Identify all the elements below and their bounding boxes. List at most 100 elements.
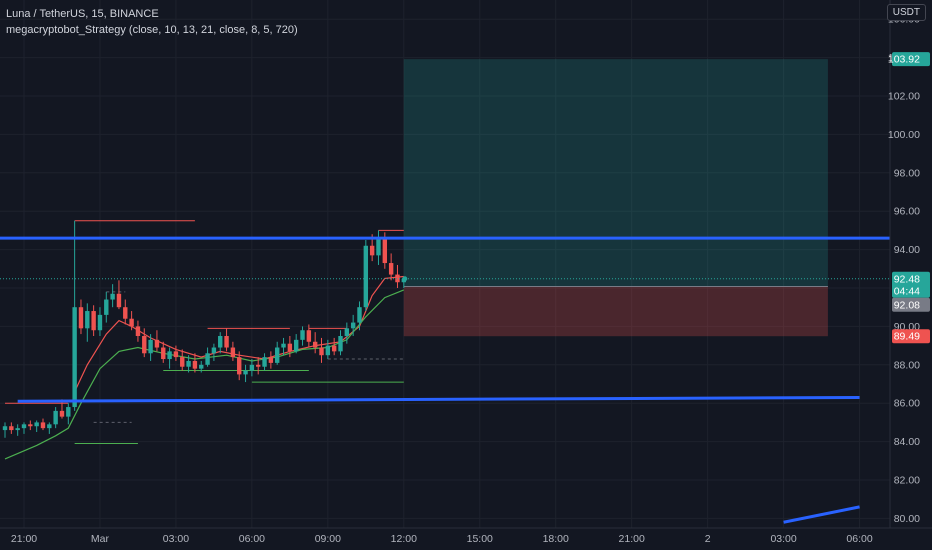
- candle-body: [249, 364, 255, 371]
- time-axis[interactable]: 21:00 Mar 03:00 06:00 09:00 12:00 15:00 18:00 21…: [0, 527, 932, 545]
- candle-body: [192, 360, 198, 369]
- price-tick-label: 102.00: [888, 91, 920, 103]
- candle-body: [53, 410, 58, 425]
- candle-body: [243, 370, 248, 375]
- candle-body: [21, 424, 27, 429]
- symbol-title[interactable]: Luna / TetherUS, 15, BINANCE: [6, 8, 159, 20]
- candle-body: [78, 307, 84, 329]
- price-tag-label: 92.48: [894, 273, 920, 285]
- price-tag-countdown: 04:44: [894, 285, 920, 297]
- candle-body: [262, 357, 267, 367]
- candle-body: [237, 357, 242, 375]
- target-zone: [403, 59, 828, 287]
- candle-body: [47, 424, 52, 429]
- candle-body: [256, 364, 261, 367]
- chart-legend: Luna / TetherUS, 15, BINANCE megacryptob…: [6, 6, 298, 38]
- candle-body: [28, 424, 33, 427]
- long-position-tool[interactable]: [403, 59, 828, 337]
- candle-body: [104, 299, 109, 315]
- price-tag-label: 89.49: [894, 331, 920, 343]
- candle-body: [59, 410, 65, 417]
- candle-body: [344, 328, 350, 336]
- candle-body: [287, 343, 293, 352]
- candle-body: [224, 336, 229, 348]
- candle-body: [180, 357, 185, 367]
- candle-body: [281, 343, 286, 348]
- time-tick-label: 09:00: [315, 533, 341, 545]
- candle-body: [319, 347, 324, 356]
- candle-body: [40, 422, 46, 429]
- candle-body: [306, 330, 312, 342]
- time-tick-label: Mar: [91, 533, 110, 545]
- candle-body: [275, 347, 280, 363]
- trend-line: [17, 395, 860, 403]
- candle-body: [338, 336, 343, 352]
- price-tick-label: 82.00: [894, 475, 920, 487]
- trend-line: [783, 505, 860, 524]
- candle-body: [369, 245, 375, 256]
- candle-body: [91, 311, 96, 331]
- time-tick-label: 21:00: [11, 533, 37, 545]
- candle-body: [388, 263, 394, 275]
- candle-body: [218, 336, 223, 348]
- candle-body: [230, 347, 236, 358]
- candle-body: [363, 245, 369, 308]
- time-tick-label: 2: [705, 533, 711, 545]
- time-tick-label: 15:00: [467, 533, 493, 545]
- time-tick-label: 06:00: [239, 533, 265, 545]
- price-tick-label: 80.00: [894, 513, 920, 525]
- price-tick-label: 84.00: [894, 436, 920, 448]
- candle-body: [173, 351, 179, 358]
- price-tag: [892, 329, 930, 344]
- last-price-dot: [402, 276, 408, 282]
- candle-body: [382, 238, 388, 264]
- candle-body: [268, 357, 274, 363]
- price-tick-label: 86.00: [894, 398, 920, 410]
- candle-body: [312, 341, 318, 348]
- candle-body: [97, 314, 103, 331]
- candle-body: [154, 339, 160, 348]
- candle-body: [148, 339, 153, 354]
- price-tag-label: 92.08: [894, 299, 920, 311]
- candle-body: [211, 347, 217, 354]
- grid: [0, 0, 890, 528]
- price-tick-label: 98.00: [894, 167, 920, 179]
- currency-label[interactable]: USDT: [886, 4, 926, 21]
- candle-body: [110, 293, 115, 300]
- candle-body: [161, 347, 166, 360]
- candle-body: [376, 238, 381, 256]
- candle-body: [167, 351, 172, 360]
- candle-body: [205, 353, 210, 365]
- time-tick-label: 18:00: [543, 533, 569, 545]
- candle-body: [2, 426, 8, 431]
- time-tick-label: 03:00: [770, 533, 796, 545]
- candle-body: [15, 428, 20, 431]
- drawings[interactable]: [0, 236, 890, 524]
- candle-body: [72, 307, 77, 408]
- candle-body: [116, 293, 122, 308]
- candle-body: [66, 407, 71, 417]
- candle-body: [357, 307, 362, 323]
- candle-body: [129, 318, 134, 327]
- strategy-levels: [5, 220, 404, 445]
- candle-body: [293, 339, 299, 352]
- candle-body: [395, 274, 400, 283]
- candle-body: [199, 364, 204, 369]
- price-tick-label: 100.00: [888, 129, 920, 141]
- price-tag: [892, 297, 930, 312]
- time-tick-label: 06:00: [846, 533, 872, 545]
- candle-body: [85, 311, 90, 329]
- price-tick-label: 96.00: [894, 206, 920, 218]
- time-tick-label: 12:00: [391, 533, 417, 545]
- candle-body: [300, 330, 305, 340]
- price-tick-label: 94.00: [894, 244, 920, 256]
- stop-zone: [403, 286, 828, 337]
- candle-body: [142, 336, 147, 354]
- indicator-title[interactable]: megacryptobot_Strategy (close, 10, 13, 2…: [6, 24, 298, 36]
- candle-body: [186, 360, 191, 367]
- price-tag-label: 103.92: [888, 54, 920, 66]
- price-tag: [892, 271, 930, 298]
- candle-body: [9, 426, 14, 431]
